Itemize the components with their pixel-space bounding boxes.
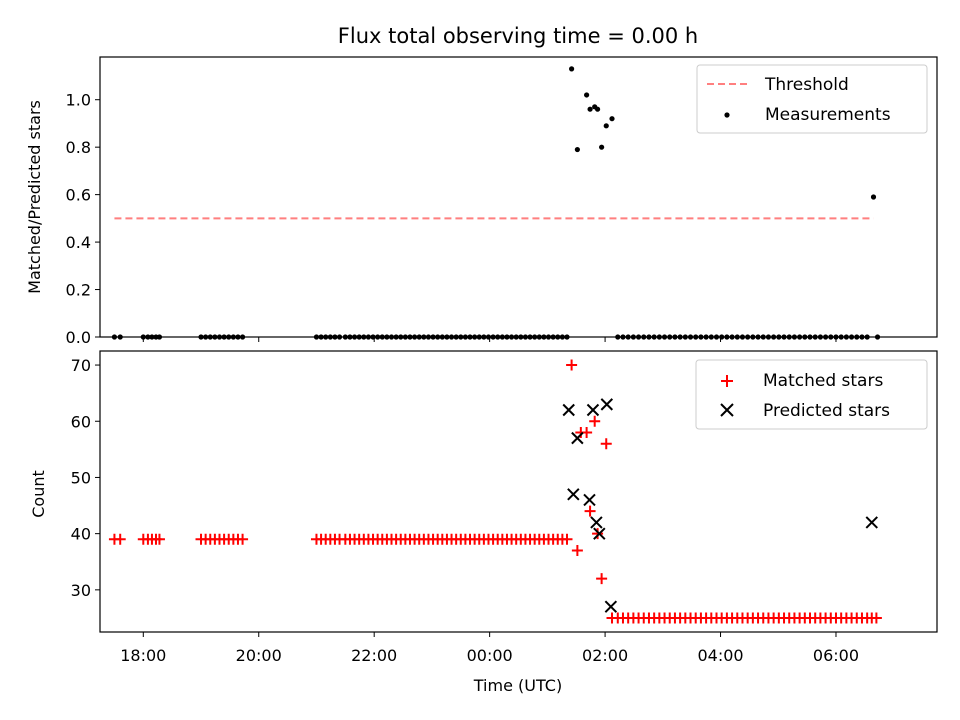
measurements-legend-swatch [724,112,730,118]
matched-star-marker [592,528,604,540]
x-axis-label: Time (UTC) [473,676,562,695]
matched-star-marker [600,438,612,450]
predicted-star-marker [604,600,618,613]
bottom-legend-box [695,359,928,430]
predicted-star-marker [865,516,878,529]
bottom-ytick-label: 60 [71,412,91,431]
matched-star-marker [596,573,608,585]
measurement-point [599,144,605,150]
measurement-point [609,116,615,122]
predicted-star-marker [571,431,584,445]
top-yticks: 0.0 0.2 0.4 0.6 0.8 1.0 [66,91,100,347]
matched-star-marker [584,505,596,517]
predicted-stars-legend-label: Predicted stars [763,401,890,421]
matched-star-marker [237,533,249,545]
predicted-star-marker [586,403,600,417]
bottom-ytick-label: 30 [71,581,91,600]
matched-star-marker [561,533,573,545]
figure-title: Flux total observing time = 0.00 h [338,24,698,48]
measurement-point [584,92,590,98]
top-axes-frame [99,56,938,338]
bottom-points [108,359,882,624]
matched-star-marker [581,426,593,438]
top-legend-box [696,64,928,134]
bottom-y-axis-label: Count [29,470,48,518]
top-panel: 0.0 0.2 0.4 0.6 0.8 1.0 Matched/Predicted sta… [25,56,938,347]
matched-star-marker [153,533,165,545]
measurement-point [594,106,601,112]
bottom-xticks: 18:00 20:00 22:00 00:00 02:00 04:00 06:00 [120,632,859,665]
top-ytick-label: 0.8 [66,138,91,157]
top-ytick-label: 0.6 [66,186,91,205]
bottom-panel: 30 40 50 60 70 18:00 20:00 22:00 00:00 02:00 04:0… [29,350,938,695]
bottom-xtick-label: 20:00 [236,646,282,665]
predicted-star-marker [567,488,580,501]
top-legend: Threshold Measurements [696,64,928,134]
matched-stars-legend-label: Matched stars [763,371,883,391]
matched-star-marker [589,415,601,427]
measurement-point [587,106,593,112]
top-ytick-label: 0.0 [66,328,91,347]
predicted-star-marker [593,527,606,540]
predicted-star-marker [562,403,575,417]
predicted-stars-legend-swatch [720,403,734,417]
top-ytick-label: 1.0 [66,91,91,110]
measurement-point [870,194,877,200]
measurements-legend-label: Measurements [765,105,891,125]
bottom-legend: Matched stars Predicted stars [695,359,928,430]
bottom-ytick-label: 70 [71,356,91,375]
measurement-point [569,66,575,72]
bottom-ytick-label: 50 [71,468,91,487]
bottom-xtick-label: 00:00 [467,646,513,665]
top-ytick-label: 0.4 [66,233,91,252]
bottom-xtick-label: 04:00 [697,646,743,665]
bottom-axes-frame [99,350,938,633]
bottom-xtick-label: 22:00 [351,646,397,665]
measurement-point [603,123,609,129]
measurement-point [574,146,580,153]
bottom-yticks: 30 40 50 60 70 [71,356,100,600]
bottom-ytick-label: 40 [71,525,91,544]
matched-star-marker [114,533,126,545]
matched-star-marker [870,612,882,624]
threshold-legend-label: Threshold [764,75,849,95]
bottom-xtick-label: 06:00 [813,646,859,665]
matched-star-marker [571,545,583,557]
top-ytick-label: 0.2 [66,281,91,300]
top-xtick-marks [142,337,837,342]
predicted-star-marker [583,493,596,507]
predicted-star-marker [600,398,614,411]
matched-star-marker [566,359,578,371]
predicted-star-marker [590,516,603,529]
matched-stars-legend-swatch [721,375,733,387]
bottom-xtick-label: 18:00 [120,646,166,665]
top-y-axis-label: Matched/Predicted stars [25,100,44,294]
bottom-xtick-label: 02:00 [582,646,628,665]
